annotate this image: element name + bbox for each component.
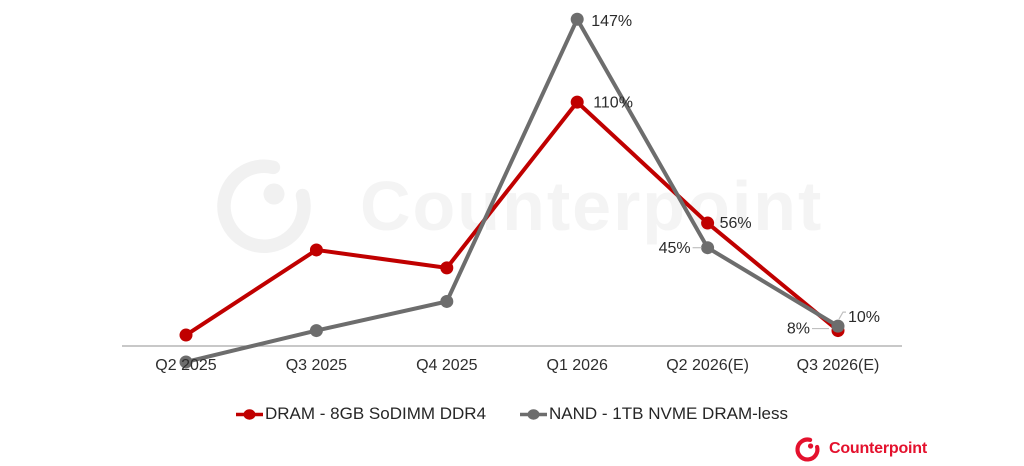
- x-axis-label: Q1 2026: [546, 357, 608, 374]
- x-axis-label: Q3 2025: [285, 357, 348, 374]
- data-point: [570, 95, 584, 109]
- data-label: 8%: [787, 321, 810, 338]
- brand-logo: Counterpoint: [793, 434, 927, 464]
- x-axis-label: Q2 2026(E): [666, 357, 749, 374]
- x-axis-label: Q3 2026(E): [796, 357, 880, 374]
- legend-label-nand: NAND - 1TB NVME DRAM-less: [549, 404, 788, 423]
- series-line-1: [185, 14, 840, 364]
- legend: DRAM - 8GB SoDIMM DDR4 NAND - 1TB NVME D…: [0, 403, 1024, 425]
- label-leader-line: [838, 311, 846, 320]
- data-label: 110%: [593, 95, 633, 112]
- counterpoint-logo-icon: [795, 436, 820, 462]
- data-point: [309, 324, 323, 338]
- x-axis: Q2 2025 Q3 2025 Q4 2025 Q1 2026 Q2 2026(E) Q3…: [0, 357, 1024, 379]
- series-line-0: [184, 99, 840, 337]
- data-point: [831, 319, 845, 333]
- data-point: [440, 261, 454, 275]
- data-point: [309, 243, 323, 257]
- legend-label-dram: DRAM - 8GB SoDIMM DDR4: [265, 404, 487, 423]
- legend-item-dram: DRAM - 8GB SoDIMM DDR4: [236, 404, 486, 424]
- x-axis-label: Q4 2025: [416, 357, 478, 374]
- data-label: 147%: [591, 13, 632, 30]
- data-point: [701, 241, 715, 255]
- data-label: 10%: [848, 309, 880, 326]
- data-point: [701, 216, 715, 230]
- x-axis-label: Q2 2025: [155, 357, 217, 374]
- data-label: 45%: [659, 240, 691, 257]
- dram-legend-marker: [236, 408, 263, 420]
- nand-legend-marker: [520, 408, 548, 420]
- data-label: 56%: [720, 215, 752, 232]
- legend-item-nand: NAND - 1TB NVME DRAM-less: [520, 404, 788, 424]
- data-point: [179, 328, 193, 342]
- data-point: [570, 12, 584, 26]
- data-point: [440, 294, 454, 308]
- brand-name: Counterpoint: [828, 440, 927, 457]
- data-point: [179, 355, 193, 369]
